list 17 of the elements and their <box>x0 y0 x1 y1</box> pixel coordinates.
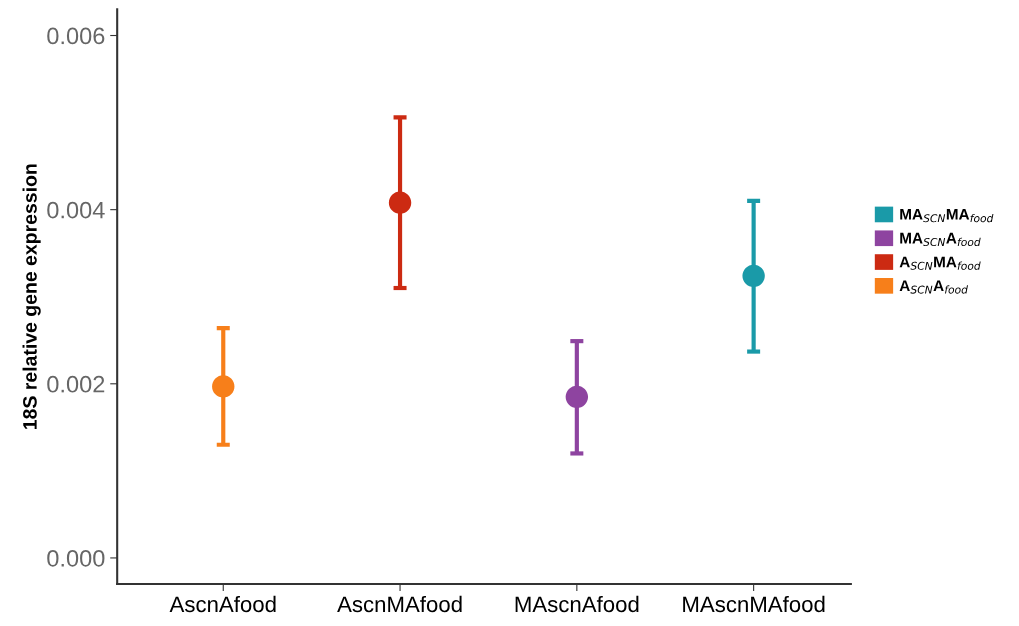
x-tick-label: MAscnAfood <box>515 595 639 613</box>
x-tick-label: AscnAfood <box>169 595 276 613</box>
point <box>388 191 412 214</box>
y-tick-label: 0.004 <box>47 201 105 219</box>
y-tick-label: 0.000 <box>47 550 105 567</box>
point <box>212 375 235 398</box>
legend-label: A$_{SCN}$A$_{food}$ <box>899 280 968 294</box>
y-axis-title: 18S relative gene expression <box>22 164 41 429</box>
point <box>565 385 589 409</box>
legend-label: MA$_{SCN}$A$_{food}$ <box>900 232 981 247</box>
y-tick-label: 0.006 <box>47 27 105 45</box>
y-tick-label: 0.002 <box>47 375 105 393</box>
legend-label: A$_{SCN}$MA$_{food}$ <box>899 256 981 270</box>
point <box>742 264 765 288</box>
x-tick-label: MAscnMAfood <box>683 595 825 613</box>
x-tick-label: AscnMAfood <box>337 595 462 613</box>
legend-label: MA$_{SCN}$MA$_{food}$ <box>900 209 994 223</box>
